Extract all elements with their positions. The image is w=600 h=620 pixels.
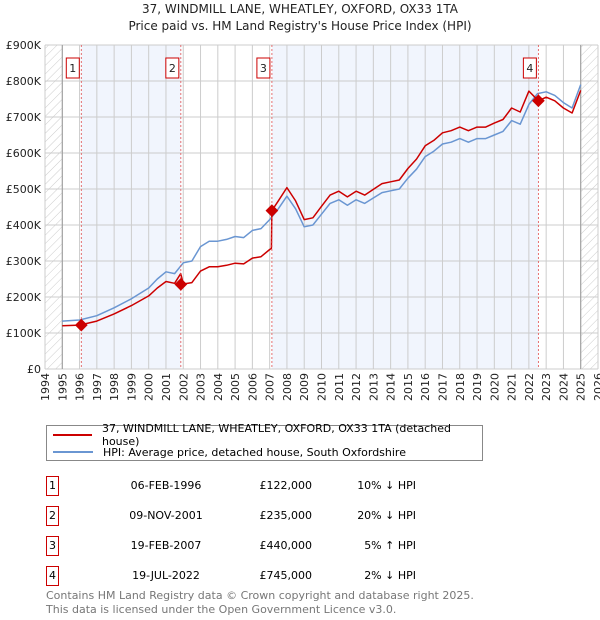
footer-copyright: Contains HM Land Registry data © Crown c… — [46, 589, 474, 602]
sale-marker — [74, 318, 88, 332]
x-tick-label: 2022 — [523, 373, 536, 401]
hatched-no-data — [580, 45, 598, 369]
y-tick-label: £900K — [6, 39, 42, 52]
sale-number: 3 — [46, 536, 59, 556]
x-tick-label: 2010 — [316, 373, 329, 401]
x-tick-label: 2000 — [143, 373, 156, 401]
sale-label-box — [165, 57, 180, 79]
x-tick-label: 1999 — [125, 373, 138, 401]
table-row: 4 19-JUL-2022 £745,000 2% ↓ HPI — [46, 566, 446, 586]
table-row: 3 19-FEB-2007 £440,000 5% ↑ HPI — [46, 536, 446, 556]
x-tick-label: 2004 — [212, 373, 225, 401]
sale-hpi-diff: 5% ↑ HPI — [364, 539, 416, 552]
x-tick-label: 2020 — [488, 373, 501, 401]
sale-label-box — [65, 57, 80, 79]
table-row: 2 09-NOV-2001 £235,000 20% ↓ HPI — [46, 506, 446, 526]
x-tick-label: 2024 — [557, 373, 570, 401]
legend-item-hpi: HPI: Average price, detached house, Sout… — [53, 444, 406, 460]
x-tick-label: 1996 — [74, 373, 87, 401]
x-tick-label: 2023 — [540, 373, 553, 401]
hatched-no-data — [45, 45, 63, 369]
x-tick-label: 1995 — [56, 373, 69, 401]
sale-hpi-diff: 10% ↓ HPI — [357, 479, 416, 492]
x-tick-label: 2018 — [454, 373, 467, 401]
chart-subtitle: Price paid vs. HM Land Registry's House … — [128, 19, 471, 33]
sale-date: 19-FEB-2007 — [130, 539, 202, 552]
sale-label: 4 — [526, 62, 533, 75]
x-tick-label: 2009 — [298, 373, 311, 401]
x-tick-label: 1994 — [39, 373, 52, 401]
x-tick-label: 1997 — [91, 373, 104, 401]
sale-number: 1 — [46, 476, 59, 496]
x-tick-label: 2003 — [195, 373, 208, 401]
y-tick-label: £300K — [6, 255, 42, 268]
x-tick-label: 2019 — [471, 373, 484, 401]
y-tick-label: £600K — [6, 147, 42, 160]
sale-date: 19-JUL-2022 — [132, 569, 200, 582]
sale-marker — [265, 204, 279, 217]
x-tick-label: 2021 — [506, 373, 519, 401]
x-tick-label: 2015 — [402, 373, 415, 401]
x-tick-label: 2006 — [246, 373, 259, 401]
hpi-line — [62, 84, 582, 322]
sale-number: 4 — [46, 566, 59, 586]
legend-swatch-blue — [53, 451, 93, 453]
footer-licence: This data is licensed under the Open Gov… — [46, 603, 397, 616]
sale-price: £122,000 — [259, 479, 313, 492]
chart-title: 37, WINDMILL LANE, WHEATLEY, OXFORD, OX3… — [142, 2, 459, 16]
sale-hpi-diff: 2% ↓ HPI — [364, 569, 416, 582]
x-tick-label: 2007 — [264, 373, 277, 401]
x-tick-label: 1998 — [108, 373, 121, 401]
x-tick-label: 2026 — [592, 373, 600, 401]
sale-label: 1 — [69, 62, 76, 75]
x-tick-label: 2005 — [229, 373, 242, 401]
y-tick-label: £200K — [6, 291, 42, 304]
y-tick-label: £400K — [6, 219, 42, 232]
sale-price: £440,000 — [259, 539, 313, 552]
x-tick-label: 2001 — [160, 373, 173, 401]
sale-label-box — [522, 57, 537, 79]
x-tick-label: 2012 — [350, 373, 363, 401]
sale-label: 2 — [169, 62, 176, 75]
sale-price: £235,000 — [259, 509, 313, 522]
x-tick-label: 2011 — [333, 373, 346, 401]
table-row: 1 06-FEB-1996 £122,000 10% ↓ HPI — [46, 476, 446, 496]
sale-date: 09-NOV-2001 — [129, 509, 203, 522]
y-tick-label: £800K — [6, 75, 42, 88]
sale-label-box — [256, 57, 271, 79]
sale-hpi-diff: 20% ↓ HPI — [357, 509, 416, 522]
sale-number: 2 — [46, 506, 59, 526]
legend: 37, WINDMILL LANE, WHEATLEY, OXFORD, OX3… — [46, 422, 483, 461]
x-tick-label: 2014 — [385, 373, 398, 401]
x-tick-label: 2017 — [436, 373, 449, 401]
sale-date: 06-FEB-1996 — [130, 479, 202, 492]
shaded-period — [271, 45, 539, 369]
price-chart: 37, WINDMILL LANE, WHEATLEY, OXFORD, OX3… — [6, 2, 600, 401]
legend-label: 37, WINDMILL LANE, WHEATLEY, OXFORD, OX3… — [101, 422, 451, 448]
y-tick-label: £500K — [6, 183, 42, 196]
x-tick-label: 2016 — [419, 373, 432, 401]
y-tick-label: £0 — [27, 363, 41, 376]
sale-marker — [174, 278, 188, 291]
y-tick-label: £100K — [6, 327, 42, 340]
x-tick-label: 2002 — [177, 373, 190, 401]
legend-item-property: 37, WINDMILL LANE, WHEATLEY, OXFORD, OX3… — [53, 422, 482, 448]
legend-label: HPI: Average price, detached house, Sout… — [103, 445, 406, 459]
x-tick-label: 2025 — [575, 373, 588, 401]
legend-swatch-red — [53, 434, 92, 436]
y-tick-label: £700K — [6, 111, 42, 124]
x-tick-label: 2008 — [281, 373, 294, 401]
sale-label: 3 — [260, 62, 267, 75]
sale-price: £745,000 — [259, 569, 313, 582]
x-tick-label: 2013 — [367, 373, 380, 401]
